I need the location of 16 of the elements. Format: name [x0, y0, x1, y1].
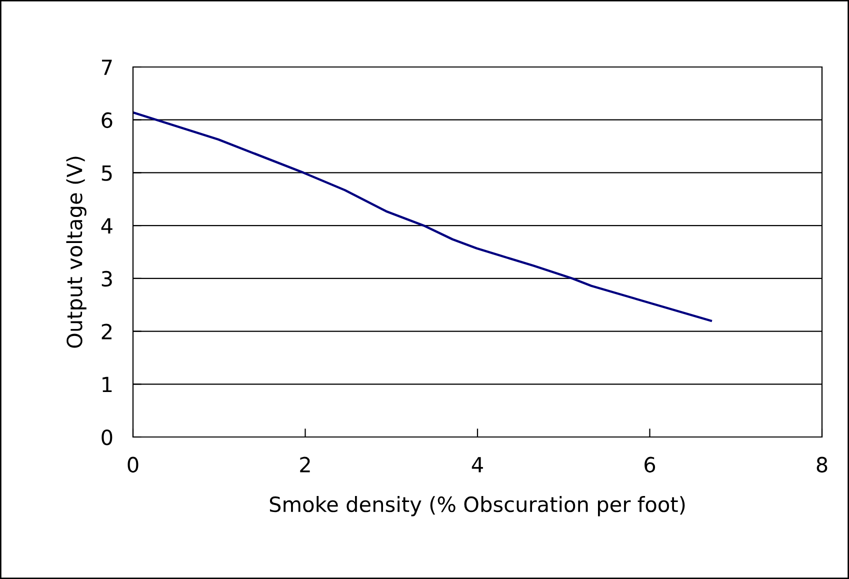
y-tick-label: 6	[102, 112, 112, 128]
y-tick-label: 2	[102, 324, 112, 340]
x-tick-label: 4	[472, 457, 483, 472]
y-tick-label: 5	[102, 165, 112, 181]
y-tick-label: 3	[102, 270, 112, 287]
x-tick-label: 0	[128, 456, 138, 473]
x-axis-title: Smoke density (% Obscuration per foot)	[270, 496, 685, 516]
x-tick-label: 2	[300, 456, 310, 472]
y-tick-label: 0	[102, 429, 112, 446]
y-tick-label: 1	[102, 376, 112, 392]
y-tick-label: 7	[102, 60, 112, 75]
y-tick-label: 4	[101, 218, 112, 234]
x-tick-label: 6	[644, 456, 656, 473]
x-tick-label: 8	[816, 456, 828, 473]
y-axis-title: Output voltage (V)	[66, 156, 86, 348]
line-series	[133, 111, 712, 322]
